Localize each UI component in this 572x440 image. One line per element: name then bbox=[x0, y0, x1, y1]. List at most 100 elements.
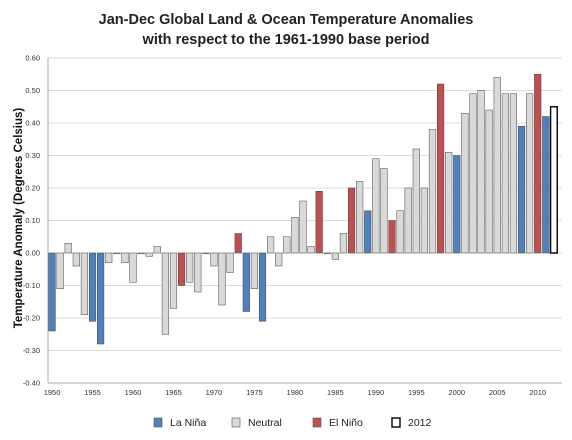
legend-swatch bbox=[391, 417, 401, 428]
bar-2005-neutral bbox=[493, 77, 501, 254]
bar-1952-neutral bbox=[64, 243, 72, 254]
bar-1985-neutral bbox=[331, 252, 339, 260]
bar-1960-neutral bbox=[129, 252, 137, 283]
y-tick-label: 0.10 bbox=[25, 216, 40, 225]
bar-1951-neutral bbox=[56, 252, 64, 289]
x-tick-label: 1975 bbox=[246, 388, 263, 397]
bar-1956-lanina bbox=[97, 252, 105, 345]
bar-2007-neutral bbox=[509, 93, 517, 254]
y-tick-label: 0.00 bbox=[25, 249, 40, 258]
legend-label: La Niña bbox=[170, 417, 206, 429]
legend-item-lanina: La Niña bbox=[153, 417, 206, 429]
y-tick-label: -0.10 bbox=[23, 281, 40, 290]
bar-2006-neutral bbox=[501, 93, 509, 254]
bar-2003-neutral bbox=[477, 90, 485, 254]
bar-1977-neutral bbox=[267, 236, 275, 254]
bar-1978-neutral bbox=[275, 252, 283, 267]
bar-1997-neutral bbox=[428, 129, 437, 254]
bar-1958-neutral bbox=[113, 252, 121, 255]
x-tick-label: 1995 bbox=[408, 388, 425, 397]
bar-1998-elnino bbox=[437, 83, 445, 254]
legend-item-y2012: 2012 bbox=[391, 417, 432, 429]
x-tick-label: 1955 bbox=[84, 388, 101, 397]
bar-1987-elnino bbox=[347, 187, 356, 254]
bar-2004-neutral bbox=[485, 109, 493, 254]
bar-1994-neutral bbox=[404, 187, 412, 254]
bar-1988-neutral bbox=[356, 181, 364, 254]
x-tick-label: 1960 bbox=[125, 388, 142, 397]
bar-2002-neutral bbox=[469, 93, 477, 254]
bar-1972-neutral bbox=[226, 252, 234, 273]
bar-2012-y2012 bbox=[549, 106, 558, 254]
bar-1991-neutral bbox=[380, 168, 388, 254]
y-tick-labels: 0.60 0.50 0.40 0.30 0.20 0.10 0.00 -0.10 -0.20 -0… bbox=[23, 54, 40, 388]
bar-1969-neutral bbox=[202, 252, 210, 255]
legend-swatch bbox=[231, 417, 241, 428]
axes bbox=[47, 58, 562, 384]
chart-title-line1: Jan-Dec Global Land & Ocean Temperature … bbox=[98, 12, 474, 28]
x-tick-label: 1980 bbox=[287, 388, 304, 397]
bar-1964-neutral bbox=[161, 252, 169, 335]
y-tick-label: -0.20 bbox=[23, 314, 40, 323]
x-tick-label: 2005 bbox=[489, 388, 506, 397]
bar-1959-neutral bbox=[121, 252, 129, 263]
bar-1955-lanina bbox=[88, 252, 97, 322]
bar-2008-lanina bbox=[517, 126, 526, 254]
bar-1995-neutral bbox=[412, 148, 420, 254]
bar-1973-elnino bbox=[234, 233, 242, 254]
bar-1957-neutral bbox=[105, 252, 113, 263]
bar-1990-neutral bbox=[372, 158, 380, 254]
y-tick-label: -0.30 bbox=[23, 346, 40, 355]
y-tick-label: 0.30 bbox=[25, 151, 40, 160]
bar-1961-neutral bbox=[137, 252, 145, 255]
legend-label: 2012 bbox=[408, 417, 432, 429]
bar-1968-neutral bbox=[194, 252, 202, 293]
bar-1962-neutral bbox=[145, 252, 153, 257]
bar-2001-neutral bbox=[461, 113, 469, 254]
y-tick-label: 0.50 bbox=[25, 86, 40, 95]
bar-1999-neutral bbox=[445, 152, 453, 254]
bar-1954-neutral bbox=[80, 252, 89, 315]
bar-1967-neutral bbox=[186, 252, 194, 283]
bar-1989-lanina bbox=[364, 210, 372, 254]
bar-1983-elnino bbox=[315, 191, 323, 254]
legend-swatch bbox=[153, 417, 163, 428]
bar-1971-neutral bbox=[218, 252, 226, 306]
bar-1975-neutral bbox=[250, 252, 258, 289]
chart-subtitle: with respect to the 1961-1990 base perio… bbox=[142, 32, 430, 48]
bar-1993-neutral bbox=[396, 210, 404, 254]
bar-1974-lanina bbox=[242, 252, 250, 312]
chart-title: Jan-Dec Global Land & Ocean Temperature … bbox=[0, 10, 572, 50]
y-tick-label: 0.40 bbox=[25, 119, 40, 128]
bar-1966-elnino bbox=[177, 252, 186, 286]
legend-item-neutral: Neutral bbox=[231, 417, 282, 429]
y-tick-label: -0.40 bbox=[23, 379, 40, 388]
bar-series bbox=[48, 74, 558, 345]
legend: La Niña Neutral El Niño 2012 bbox=[153, 417, 432, 429]
x-tick-label: 2000 bbox=[448, 388, 465, 397]
bar-1979-neutral bbox=[283, 236, 291, 254]
bar-2009-neutral bbox=[526, 93, 534, 254]
x-tick-label: 1950 bbox=[44, 388, 61, 397]
legend-swatch bbox=[312, 417, 322, 428]
x-tick-labels: 1950 1955 1960 1965 1970 1975 1980 1985 1990 1995… bbox=[44, 388, 546, 397]
bar-1984-neutral bbox=[323, 252, 331, 255]
y-tick-label: 0.60 bbox=[25, 54, 40, 63]
bar-1986-neutral bbox=[339, 233, 348, 254]
bar-1996-neutral bbox=[420, 187, 428, 254]
legend-label: Neutral bbox=[248, 417, 282, 429]
bar-1981-neutral bbox=[299, 200, 307, 254]
legend-label: El Niño bbox=[329, 417, 363, 429]
bar-2010-elnino bbox=[534, 74, 542, 254]
y-tick-label: 0.20 bbox=[25, 184, 40, 193]
y-axis-label: Temperature Anomaly (Degrees Celsius) bbox=[13, 108, 25, 329]
bar-1970-neutral bbox=[210, 252, 218, 267]
x-tick-label: 1985 bbox=[327, 388, 344, 397]
bar-1963-neutral bbox=[153, 246, 161, 254]
x-tick-label: 1990 bbox=[367, 388, 384, 397]
x-tick-label: 1970 bbox=[206, 388, 223, 397]
x-tick-label: 1965 bbox=[165, 388, 182, 397]
bar-1950-lanina bbox=[48, 252, 56, 332]
bar-1980-neutral bbox=[291, 217, 299, 254]
